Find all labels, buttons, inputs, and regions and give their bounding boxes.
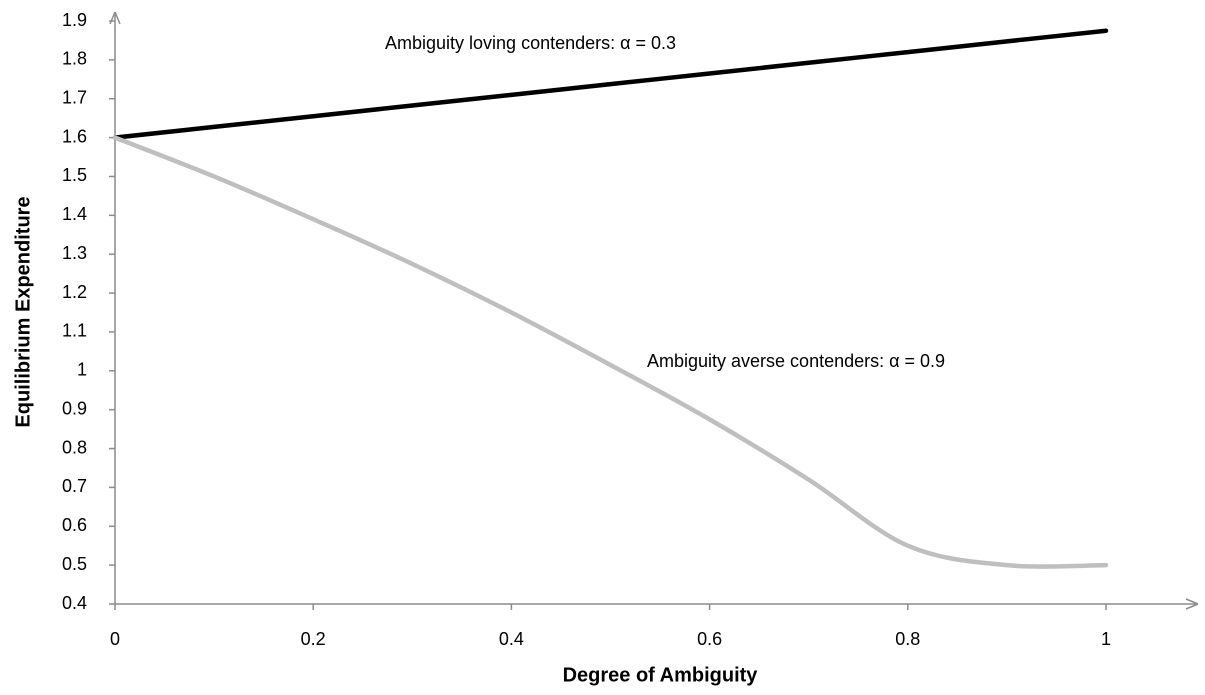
y-tick-label: 1.2 bbox=[62, 282, 87, 302]
y-tick-label: 0.9 bbox=[62, 398, 87, 418]
line-series bbox=[112, 135, 1109, 569]
x-axis-arrow bbox=[1185, 598, 1199, 610]
line-series bbox=[112, 28, 1109, 140]
x-tick-label: 0.2 bbox=[301, 629, 326, 649]
y-axis-title: Equilibrium Expenditure bbox=[12, 196, 34, 427]
x-tick-label: 0.4 bbox=[499, 629, 524, 649]
y-tick-label: 1.5 bbox=[62, 165, 87, 185]
y-tick-label: 1.1 bbox=[62, 321, 87, 341]
y-tick-label: 1.3 bbox=[62, 243, 87, 263]
y-tick-label: 1.6 bbox=[62, 126, 87, 146]
annotation: Ambiguity averse contenders: α = 0.9 bbox=[647, 351, 945, 371]
y-tick-label: 0.4 bbox=[62, 593, 87, 613]
y-tick-label: 0.6 bbox=[62, 515, 87, 535]
x-tick-label: 1 bbox=[1101, 629, 1111, 649]
y-tick-label: 1.8 bbox=[62, 49, 87, 69]
x-tick-label: 0.8 bbox=[895, 629, 920, 649]
x-tick-label: 0.6 bbox=[697, 629, 722, 649]
y-tick-label: 1.9 bbox=[62, 10, 87, 30]
annotation: Ambiguity loving contenders: α = 0.3 bbox=[385, 33, 676, 53]
y-axis-arrow bbox=[109, 11, 121, 25]
x-axis-title: Degree of Ambiguity bbox=[563, 664, 759, 686]
y-tick-label: 1.4 bbox=[62, 204, 87, 224]
y-tick-label: 0.8 bbox=[62, 437, 87, 457]
x-tick-label: 0 bbox=[110, 629, 120, 649]
y-tick-label: 0.7 bbox=[62, 476, 87, 496]
y-tick-label: 1 bbox=[77, 360, 87, 380]
y-tick-label: 1.7 bbox=[62, 87, 87, 107]
y-tick-label: 0.5 bbox=[62, 554, 87, 574]
